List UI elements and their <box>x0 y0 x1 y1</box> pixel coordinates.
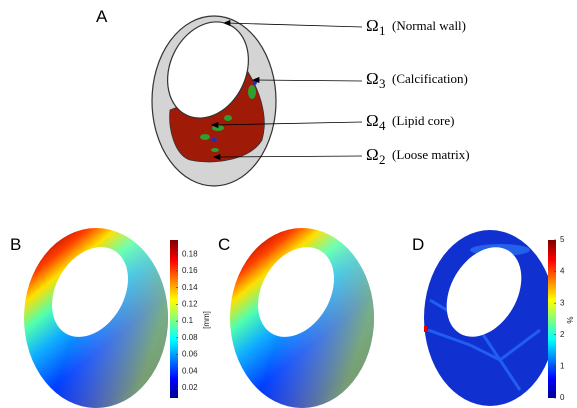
region-subscript: 3 <box>379 76 386 91</box>
displacement-map <box>230 228 374 408</box>
colorbar <box>548 240 556 398</box>
tick-label: 1 <box>560 362 565 371</box>
tick-label: 0.12 <box>182 299 198 308</box>
tick-label: 0.14 <box>182 283 198 292</box>
tick-label: 0.08 <box>182 333 198 342</box>
region-symbol: Ω <box>366 111 379 130</box>
colorbar-label: % <box>566 316 575 323</box>
tick-label: 0.04 <box>182 366 198 375</box>
colorbar <box>170 240 178 398</box>
region-symbol: Ω <box>366 69 379 88</box>
region-subscript: 1 <box>379 23 386 38</box>
panel-label: B <box>10 235 21 254</box>
region-subscript: 4 <box>379 118 386 133</box>
region-symbol: Ω <box>366 16 379 35</box>
region-name: (Loose matrix) <box>392 147 470 162</box>
tick-label: 0.06 <box>182 350 198 359</box>
error-map <box>424 230 556 406</box>
region-name: (Lipid core) <box>392 113 454 128</box>
displacement-map <box>24 228 168 408</box>
tick-label: 0.16 <box>182 266 198 275</box>
figure: A Ω1(Normal wall)Ω3(Calcification)Ω4(Lip… <box>0 0 577 408</box>
region-symbol: Ω <box>366 145 379 164</box>
tick-label: 4 <box>560 267 565 276</box>
region-name: (Normal wall) <box>392 18 466 33</box>
panel-label: A <box>96 7 108 26</box>
tick-label: 0 <box>560 393 565 402</box>
panel-label: D <box>412 235 424 254</box>
tick-label: 3 <box>560 298 565 307</box>
region-subscript: 2 <box>379 152 386 167</box>
region-name: (Calcification) <box>392 71 468 86</box>
tick-label: 0.02 <box>182 383 198 392</box>
tick-label: 2 <box>560 330 565 339</box>
panel-label: C <box>218 235 230 254</box>
tick-label: 0.18 <box>182 249 198 258</box>
tick-label: 0.1 <box>182 316 194 325</box>
tick-label: 5 <box>560 235 565 244</box>
colorbar-label: [mm] <box>202 311 211 329</box>
